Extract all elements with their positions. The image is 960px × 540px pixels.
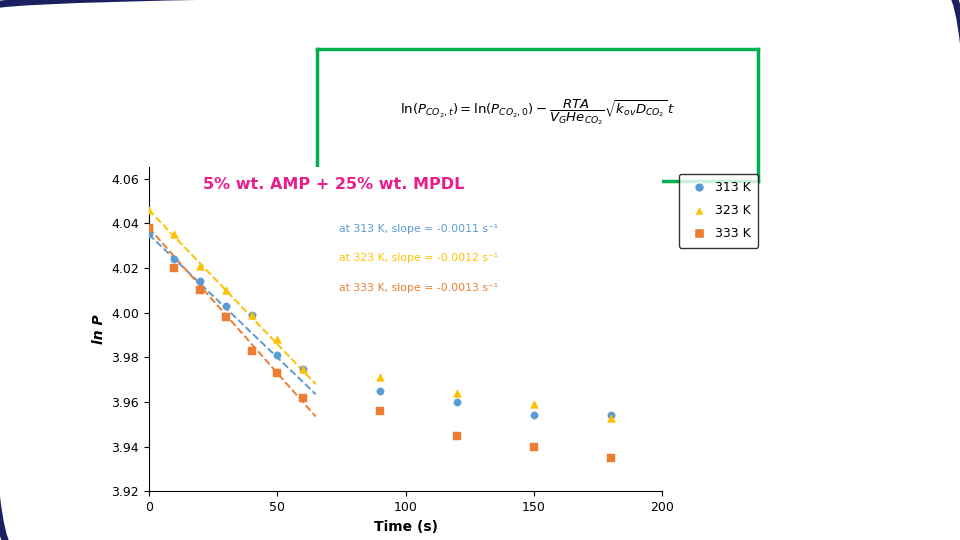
Point: [296, 364, 311, 373]
X-axis label: Time (s): Time (s): [373, 519, 438, 534]
Point: [244, 310, 259, 319]
Point: [449, 389, 465, 397]
Point: [296, 393, 311, 402]
Text: Drop of pressure plot: Drop of pressure plot: [35, 124, 262, 143]
Legend: 313 K, 323 K, 333 K: 313 K, 323 K, 333 K: [679, 174, 758, 248]
Point: [449, 397, 465, 406]
Point: [604, 413, 619, 422]
Point: [244, 346, 259, 355]
Point: [449, 431, 465, 440]
Point: [604, 454, 619, 462]
Point: [218, 302, 233, 310]
Point: [604, 411, 619, 420]
Point: [270, 351, 285, 360]
Y-axis label: ln P: ln P: [91, 315, 106, 344]
Point: [167, 264, 182, 272]
Point: [372, 387, 388, 395]
Point: [270, 369, 285, 377]
Point: [526, 400, 541, 409]
Point: [192, 286, 208, 295]
Point: [270, 335, 285, 344]
Point: [141, 230, 156, 239]
Point: [167, 255, 182, 264]
Point: [192, 277, 208, 286]
Point: [526, 442, 541, 451]
Text: at 323 K, slope = -0.0012 s⁻¹: at 323 K, slope = -0.0012 s⁻¹: [339, 253, 498, 264]
Point: [141, 224, 156, 232]
Point: [244, 310, 259, 319]
Text: Results and Discussion: Results and Discussion: [53, 59, 244, 73]
Point: [218, 313, 233, 321]
Point: [218, 286, 233, 295]
Text: at 333 K, slope = -0.0013 s⁻¹: at 333 K, slope = -0.0013 s⁻¹: [339, 282, 498, 293]
Text: $\ln(P_{CO_2,t}) = \ln(P_{CO_2,0}) - \dfrac{RTA}{V_G He_{CO_2}}\sqrt{k_{ov}D_{CO: $\ln(P_{CO_2,t}) = \ln(P_{CO_2,0}) - \df…: [400, 97, 675, 127]
Text: at 313 K, slope = -0.0011 s⁻¹: at 313 K, slope = -0.0011 s⁻¹: [339, 224, 498, 234]
Point: [372, 373, 388, 382]
Point: [296, 364, 311, 373]
Point: [372, 407, 388, 415]
Point: [167, 230, 182, 239]
Point: [141, 206, 156, 214]
Point: [526, 411, 541, 420]
Point: [192, 261, 208, 270]
Text: 5% wt. AMP + 25% wt. MPDL: 5% wt. AMP + 25% wt. MPDL: [203, 177, 465, 192]
